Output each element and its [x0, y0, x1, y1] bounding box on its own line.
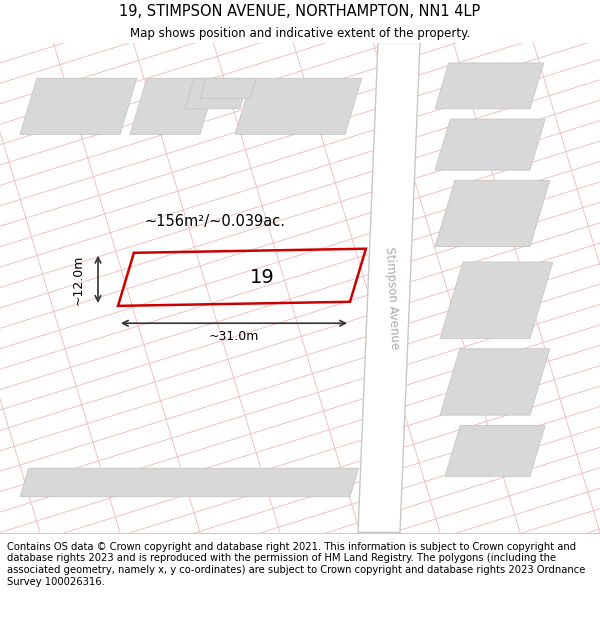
- Text: ~31.0m: ~31.0m: [209, 330, 259, 343]
- Polygon shape: [130, 78, 217, 134]
- Polygon shape: [200, 78, 256, 99]
- Text: 19, STIMPSON AVENUE, NORTHAMPTON, NN1 4LP: 19, STIMPSON AVENUE, NORTHAMPTON, NN1 4L…: [119, 4, 481, 19]
- Polygon shape: [445, 425, 545, 476]
- Text: ~156m²/~0.039ac.: ~156m²/~0.039ac.: [145, 214, 286, 229]
- Text: 19: 19: [250, 268, 274, 287]
- Text: Contains OS data © Crown copyright and database right 2021. This information is : Contains OS data © Crown copyright and d…: [7, 542, 586, 586]
- Text: Map shows position and indicative extent of the property.: Map shows position and indicative extent…: [130, 27, 470, 39]
- Polygon shape: [435, 63, 544, 109]
- Polygon shape: [185, 78, 249, 109]
- Polygon shape: [20, 78, 137, 134]
- Polygon shape: [440, 349, 550, 415]
- Text: Stimpson Avenue: Stimpson Avenue: [383, 246, 401, 349]
- Polygon shape: [20, 468, 359, 497]
- Polygon shape: [440, 262, 553, 339]
- Polygon shape: [435, 180, 550, 247]
- Polygon shape: [435, 119, 545, 170]
- Polygon shape: [235, 78, 362, 134]
- Polygon shape: [358, 42, 420, 532]
- Text: ~12.0m: ~12.0m: [71, 254, 85, 304]
